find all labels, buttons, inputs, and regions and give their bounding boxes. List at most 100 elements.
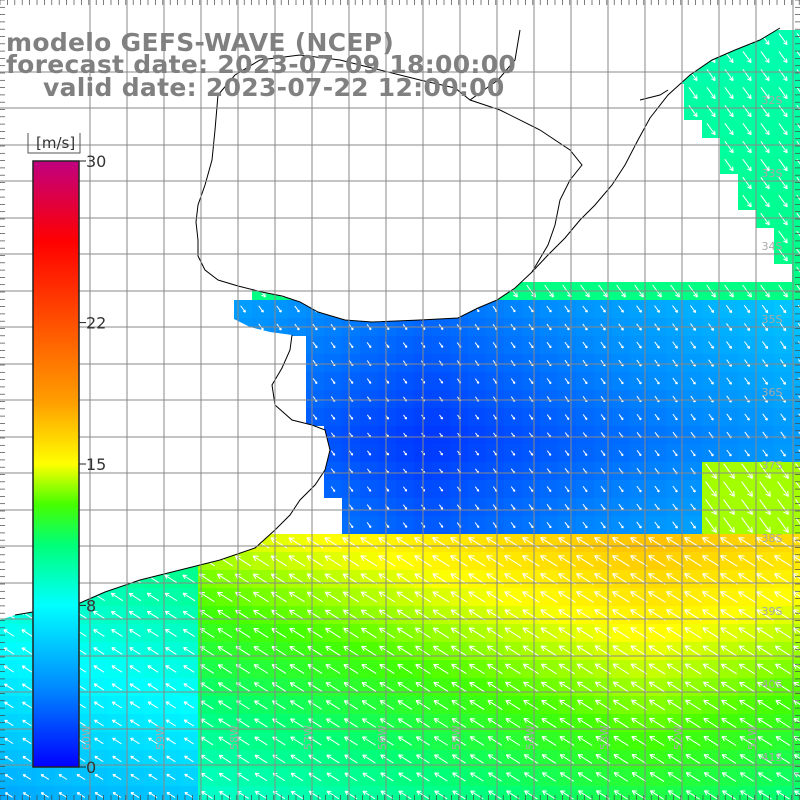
wind-arrowhead bbox=[488, 790, 494, 796]
wind-arrow bbox=[111, 683, 123, 691]
wind-arrowhead bbox=[656, 489, 660, 493]
wind-arrow bbox=[744, 377, 750, 385]
wind-arrowhead bbox=[720, 681, 727, 688]
wind-arrow bbox=[564, 503, 570, 511]
wind-arrowhead bbox=[379, 700, 386, 706]
wind-arrowhead bbox=[728, 417, 732, 421]
wind-arrowhead bbox=[512, 489, 516, 492]
speed-cell bbox=[198, 786, 216, 800]
wind-arrow bbox=[22, 683, 32, 691]
wind-arrow bbox=[396, 573, 414, 585]
wind-arrowhead bbox=[702, 645, 709, 652]
wind-arrowhead bbox=[378, 591, 385, 598]
wind-arrowhead bbox=[440, 489, 444, 492]
wind-arrow bbox=[164, 610, 178, 620]
wind-arrow bbox=[742, 122, 752, 136]
wind-arrow bbox=[577, 736, 593, 746]
wind-arrowhead bbox=[290, 772, 296, 778]
wind-arrow bbox=[631, 754, 647, 764]
wind-arrow bbox=[330, 378, 336, 384]
wind-arrowhead bbox=[128, 592, 134, 598]
wind-arrowhead bbox=[728, 381, 732, 385]
wind-arrow bbox=[271, 682, 287, 692]
wind-arrow bbox=[76, 774, 86, 780]
wind-arrow bbox=[631, 699, 647, 711]
wind-arrow bbox=[706, 87, 716, 99]
colorbar-tick-label: 30 bbox=[86, 152, 106, 171]
wind-arrowhead bbox=[638, 417, 642, 421]
wind-arrowhead bbox=[782, 453, 786, 457]
wind-arrow bbox=[690, 395, 696, 403]
wind-arrowhead bbox=[774, 573, 781, 580]
wind-arrow bbox=[546, 504, 552, 510]
wind-arrowhead bbox=[432, 609, 439, 616]
wind-arrowhead bbox=[342, 591, 349, 598]
wind-arrow bbox=[760, 212, 770, 226]
wind-arrow bbox=[342, 537, 360, 549]
wind-arrow bbox=[690, 521, 696, 529]
wind-arrowhead bbox=[398, 790, 404, 796]
wind-arrow bbox=[759, 463, 771, 479]
wind-arrowhead bbox=[290, 718, 296, 724]
wind-arrow bbox=[307, 664, 323, 674]
wind-arrow bbox=[649, 735, 665, 747]
wind-arrowhead bbox=[548, 345, 552, 349]
wind-arrow bbox=[4, 756, 14, 762]
wind-arrowhead bbox=[112, 792, 116, 796]
wind-arrowhead bbox=[657, 292, 662, 298]
wind-arrowhead bbox=[594, 591, 601, 598]
wind-arrowhead bbox=[476, 417, 480, 420]
wind-arrowhead bbox=[738, 537, 745, 544]
wind-arrowhead bbox=[648, 591, 655, 598]
wind-arrowhead bbox=[540, 591, 547, 598]
wind-arrowhead bbox=[747, 130, 752, 136]
wind-arrowhead bbox=[343, 627, 349, 634]
wind-arrow bbox=[780, 359, 786, 367]
wind-arrowhead bbox=[702, 681, 709, 688]
wind-arrowhead bbox=[692, 327, 696, 331]
wind-arrow bbox=[147, 701, 159, 709]
wind-arrow bbox=[666, 537, 684, 549]
speed-cell bbox=[126, 786, 144, 800]
wind-arrow bbox=[344, 736, 358, 746]
wind-arrow bbox=[396, 555, 414, 567]
wind-arrowhead bbox=[729, 472, 735, 479]
wind-arrowhead bbox=[325, 682, 332, 688]
wind-arrow bbox=[505, 699, 521, 711]
wind-arrow bbox=[378, 537, 396, 549]
wind-arrowhead bbox=[692, 525, 696, 529]
wind-arrow bbox=[380, 718, 394, 728]
wind-arrowhead bbox=[602, 309, 606, 313]
wind-arrowhead bbox=[362, 790, 368, 796]
wind-arrow bbox=[672, 359, 678, 367]
wind-arrow bbox=[792, 609, 800, 615]
wind-arrowhead bbox=[631, 753, 637, 760]
wind-arrow bbox=[522, 537, 540, 549]
wind-arrow bbox=[523, 754, 539, 764]
wind-arrowhead bbox=[530, 525, 534, 529]
wind-arrow bbox=[649, 790, 665, 800]
country-border bbox=[195, 29, 669, 281]
wind-arrowhead bbox=[721, 772, 728, 778]
wind-arrow bbox=[183, 629, 195, 637]
wind-arrow bbox=[366, 522, 372, 528]
wind-arrow bbox=[290, 736, 304, 746]
wind-arrowhead bbox=[783, 76, 788, 82]
wind-arrow bbox=[582, 414, 588, 420]
wind-arrow bbox=[325, 664, 341, 674]
wind-arrow bbox=[307, 627, 323, 639]
wind-arrowhead bbox=[93, 610, 98, 616]
latitude-label: 38S bbox=[762, 532, 783, 545]
wind-arrow bbox=[649, 717, 665, 729]
wind-arrow bbox=[76, 792, 86, 798]
wind-arrow bbox=[380, 772, 394, 782]
wind-arrowhead bbox=[505, 718, 511, 724]
wind-arrow bbox=[666, 591, 684, 603]
wind-arrowhead bbox=[765, 130, 770, 136]
wind-arrow bbox=[342, 573, 360, 585]
wind-arrow bbox=[724, 140, 734, 154]
wind-arrowhead bbox=[765, 58, 770, 64]
speed-cell bbox=[342, 786, 360, 800]
wind-arrowhead bbox=[729, 130, 734, 136]
